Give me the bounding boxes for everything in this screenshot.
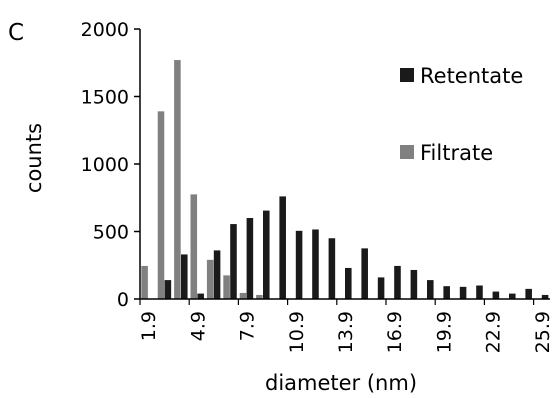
bar-retentate [361, 248, 368, 299]
legend-swatch-filtrate [400, 145, 414, 159]
x-tick-label: 22.9 [483, 311, 505, 353]
bar-retentate [312, 229, 319, 299]
x-tick-label: 4.9 [187, 311, 209, 341]
x-tick-label: 19.9 [433, 311, 455, 353]
x-tick-label: 16.9 [384, 311, 406, 353]
x-tick-label: 7.9 [237, 311, 259, 341]
bar-filtrate [239, 292, 247, 299]
bar-retentate [295, 230, 303, 299]
legend: Retentate Filtrate [400, 64, 523, 165]
y-axis-label: counts [22, 123, 46, 193]
bars [141, 60, 549, 299]
bar-retentate [197, 293, 204, 299]
y-tick-label: 0 [117, 289, 129, 311]
bar-retentate [279, 196, 286, 299]
bar-retentate [345, 267, 352, 299]
bar-retentate [377, 277, 385, 299]
bar-filtrate [157, 111, 165, 299]
bar-retentate [410, 269, 418, 299]
x-tick-label: 25.9 [532, 311, 553, 353]
bar-retentate [476, 285, 483, 299]
x-tick-label: 1.9 [138, 311, 160, 341]
bar-filtrate [190, 194, 198, 299]
panel-label: C [8, 20, 24, 46]
bar-filtrate [206, 259, 214, 299]
bar-retentate [164, 280, 172, 299]
y-tick-label: 2000 [81, 19, 129, 41]
bar-retentate [509, 293, 516, 299]
bar-filtrate [256, 294, 263, 299]
bar-filtrate [223, 275, 230, 299]
y-axis-ticks: 0 500 1000 1500 2000 [81, 19, 140, 311]
bar-retentate [443, 286, 450, 299]
bar-retentate [181, 254, 188, 299]
y-tick-label: 1500 [81, 87, 129, 109]
x-axis-ticks: 1.9 4.9 7.9 10.9 13.9 16.9 19.9 22.9 25.9 [138, 299, 553, 353]
x-tick-label: 10.9 [286, 311, 308, 353]
bar-retentate [427, 280, 434, 299]
y-tick-label: 500 [93, 222, 129, 244]
bar-retentate [492, 291, 500, 299]
bar-retentate [328, 238, 336, 299]
x-tick-label: 13.9 [335, 311, 357, 353]
bar-retentate [525, 288, 532, 299]
legend-label-retentate: Retentate [420, 64, 523, 88]
bar-filtrate [141, 265, 148, 299]
bar-retentate [459, 286, 467, 299]
bar-retentate [213, 250, 221, 299]
bar-retentate [263, 210, 270, 299]
bar-retentate [541, 294, 549, 299]
y-tick-label: 1000 [81, 154, 129, 176]
bar-retentate [246, 218, 254, 299]
bar-retentate [394, 265, 401, 299]
x-axis-label: diameter (nm) [265, 371, 417, 395]
legend-swatch-retentate [400, 68, 414, 82]
legend-label-filtrate: Filtrate [420, 141, 493, 165]
bar-filtrate [174, 60, 181, 299]
bar-retentate [230, 224, 237, 299]
